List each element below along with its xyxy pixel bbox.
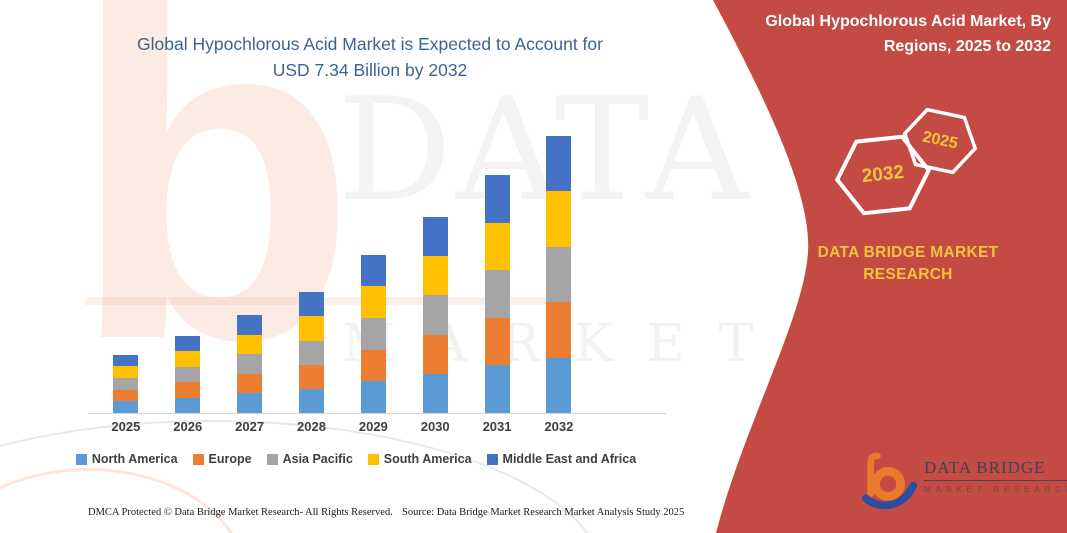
dmca-notice: DMCA Protected © Data Bridge Market Rese… [88, 507, 393, 518]
segment-middle-east-and-africa-2028 [298, 292, 324, 317]
legend-item-south-america: South America [367, 452, 472, 466]
stacked-bar-2027 [237, 314, 263, 413]
segment-asia-pacific-2029 [360, 317, 386, 350]
dbmr-logo-text: DATA BRIDGE MARKET RESEARCH [924, 458, 1067, 494]
stacked-bar-2030 [422, 216, 448, 413]
hexagon-icon [834, 134, 932, 216]
segment-europe-2029 [360, 349, 386, 382]
stacked-bar-2028 [298, 292, 324, 413]
panel-title: Global Hypochlorous Acid Market, By Regi… [740, 10, 1051, 60]
segment-middle-east-and-africa-2029 [360, 254, 386, 287]
segment-south-america-2025 [113, 366, 139, 378]
segment-middle-east-and-africa-2031 [484, 175, 510, 223]
segment-europe-2028 [298, 364, 324, 389]
segment-north-america-2026 [175, 397, 201, 413]
chart-title-line2: USD 7.34 Billion by 2032 [272, 60, 468, 81]
legend-label-middle-east-and-africa: Middle East and Africa [502, 452, 637, 466]
segment-asia-pacific-2032 [546, 246, 572, 303]
segment-north-america-2031 [484, 365, 510, 413]
x-label-2026: 2026 [173, 419, 203, 434]
dbmr-logo-name: DATA BRIDGE [924, 458, 1067, 481]
segment-south-america-2032 [546, 191, 572, 247]
x-label-2030: 2030 [420, 419, 450, 434]
segment-europe-2026 [175, 382, 201, 398]
chart-title-line1: Global Hypochlorous Acid Market is Expec… [137, 34, 603, 54]
segment-north-america-2032 [546, 357, 572, 413]
legend-label-north-america: North America [91, 452, 178, 466]
segment-north-america-2028 [298, 388, 324, 413]
segment-middle-east-and-africa-2027 [237, 314, 263, 335]
segment-europe-2027 [237, 373, 263, 394]
segment-middle-east-and-africa-2026 [175, 335, 201, 352]
x-axis-line [88, 413, 666, 414]
segment-south-america-2026 [175, 351, 201, 367]
x-label-2031: 2031 [482, 419, 512, 434]
segment-asia-pacific-2027 [237, 354, 263, 374]
segment-south-america-2028 [298, 316, 324, 341]
segment-south-america-2031 [484, 222, 510, 271]
segment-north-america-2025 [113, 401, 139, 413]
legend-item-europe: Europe [192, 452, 252, 466]
stacked-bar-2029 [360, 254, 386, 413]
segment-europe-2030 [422, 334, 448, 374]
segment-asia-pacific-2026 [175, 366, 201, 383]
panel-title-line2: Regions, 2025 to 2032 [883, 37, 1051, 55]
red-ribbon-shape [713, 0, 1067, 533]
stacked-bar-chart [113, 135, 572, 413]
panel-title-line1: Global Hypochlorous Acid Market, By [765, 13, 1051, 30]
legend-item-asia-pacific: Asia Pacific [266, 452, 353, 466]
segment-europe-2025 [113, 389, 139, 402]
segment-asia-pacific-2028 [298, 340, 324, 365]
dbmr-logo: DATA BRIDGE MARKET RESEARCH [862, 446, 1067, 516]
legend-item-north-america: North America [75, 452, 178, 466]
segment-asia-pacific-2030 [422, 295, 448, 335]
segment-middle-east-and-africa-2025 [113, 354, 139, 367]
stacked-bar-2025 [113, 354, 139, 413]
segment-north-america-2029 [360, 381, 386, 413]
dbmr-logo-subtitle: MARKET RESEARCH [924, 484, 1067, 494]
segment-south-america-2027 [237, 334, 263, 355]
x-label-2027: 2027 [235, 419, 265, 434]
legend-label-south-america: South America [383, 452, 472, 466]
segment-middle-east-and-africa-2030 [422, 216, 448, 257]
segment-europe-2032 [546, 302, 572, 358]
legend-label-asia-pacific: Asia Pacific [282, 452, 353, 466]
segment-south-america-2030 [422, 256, 448, 296]
legend-item-middle-east-and-africa: Middle East and Africa [486, 452, 637, 466]
legend-swatch-north-america [75, 453, 87, 465]
x-label-2029: 2029 [358, 419, 388, 434]
x-label-2028: 2028 [297, 419, 326, 434]
stacked-bar-2032 [546, 135, 572, 413]
panel-brand-text: DATA BRIDGE MARKET RESEARCH [817, 244, 999, 284]
chart-legend: North America Europe Asia Pacific South Ame… [0, 452, 712, 466]
segment-europe-2031 [484, 317, 510, 366]
source-note: Source: Data Bridge Market Research Mark… [402, 507, 685, 518]
x-label-2032: 2032 [544, 419, 574, 434]
chart-title: Global Hypochlorous Acid Market is Expec… [55, 31, 685, 84]
legend-label-europe: Europe [208, 452, 252, 466]
segment-north-america-2030 [422, 373, 448, 413]
segment-north-america-2027 [237, 393, 263, 413]
legend-swatch-middle-east-and-africa [486, 453, 498, 465]
stacked-bar-2031 [484, 175, 510, 413]
segment-south-america-2029 [360, 286, 386, 318]
legend-swatch-europe [192, 453, 204, 465]
segment-asia-pacific-2031 [484, 270, 510, 318]
badge-2025: 2025 [895, 102, 985, 181]
segment-middle-east-and-africa-2032 [546, 135, 572, 192]
x-label-2025: 2025 [111, 419, 141, 434]
segment-asia-pacific-2025 [113, 377, 139, 390]
hexagon-icon [902, 107, 978, 175]
badge-2032: 2032 [829, 129, 937, 221]
stacked-bar-2026 [175, 335, 201, 413]
legend-swatch-asia-pacific [266, 453, 278, 465]
dbmr-logo-icon [862, 452, 918, 510]
legend-swatch-south-america [367, 453, 379, 465]
